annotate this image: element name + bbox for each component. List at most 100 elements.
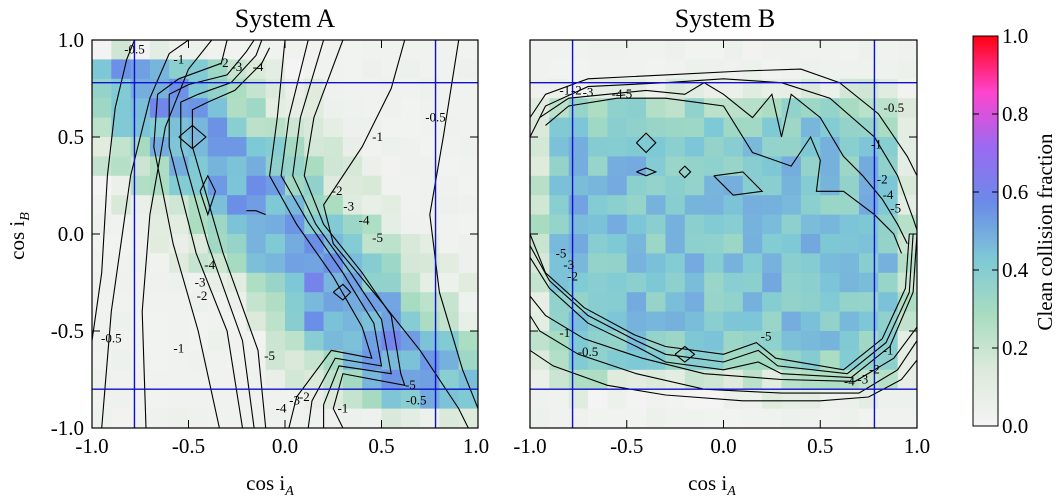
heatmap-cell — [762, 59, 783, 80]
heatmap-cell — [130, 350, 151, 371]
heatmap-cell — [626, 408, 647, 428]
heatmap-cell — [323, 195, 344, 216]
heatmap-cell — [588, 59, 608, 80]
heatmap-cell — [878, 369, 899, 390]
heatmap-cell — [439, 350, 460, 371]
heatmap-cell — [781, 78, 802, 99]
heatmap-cell — [820, 98, 841, 119]
contour-label: -4 — [253, 59, 264, 74]
y-tick-label: 0.0 — [58, 222, 84, 246]
heatmap-cell — [342, 311, 363, 332]
heatmap-cell — [227, 253, 247, 274]
heatmap-cell — [897, 137, 917, 157]
heatmap-cell — [704, 98, 725, 119]
heatmap-cell — [92, 98, 112, 119]
heatmap-cell — [878, 156, 899, 177]
heatmap-cell — [530, 292, 550, 313]
contour-line — [530, 295, 917, 382]
heatmap-cell — [742, 408, 763, 428]
heatmap-cell — [304, 78, 325, 99]
heatmap-cell — [549, 98, 570, 119]
heatmap-cell — [169, 292, 190, 313]
contour-label: -4 — [883, 187, 894, 202]
heatmap-cell — [723, 214, 744, 235]
heatmap-cell — [265, 331, 286, 351]
heatmap-cell — [439, 137, 460, 157]
colorbar-ticks: 0.0 0.2 0.4 0.6 0.8 1.0 — [973, 24, 1029, 438]
heatmap-cell — [362, 214, 383, 235]
heatmap-cell — [646, 253, 667, 274]
heatmap-cell — [207, 214, 228, 235]
heatmap-cell — [839, 137, 860, 157]
heatmap-cell — [704, 175, 725, 196]
heatmap-cell — [684, 272, 705, 293]
heatmap-cell — [549, 408, 570, 428]
heatmap-cell — [246, 311, 267, 332]
contour-label: -1 — [337, 401, 348, 416]
contour-label: -1 — [372, 129, 383, 144]
heatmap-cell — [858, 272, 879, 293]
heatmap-cell — [626, 156, 647, 177]
heatmap-cell — [381, 137, 402, 157]
heatmap-cell — [762, 40, 783, 60]
contour-label: -2 — [332, 183, 343, 198]
heatmap-cell — [665, 214, 686, 235]
heatmap-cell — [646, 408, 667, 428]
heatmap-cell — [420, 234, 440, 254]
heatmap-cell — [839, 408, 860, 428]
heatmap-cell — [762, 195, 783, 216]
contour-label: -1 — [173, 51, 184, 66]
heatmap-cell — [626, 40, 647, 60]
heatmap-cell — [762, 331, 783, 351]
contour-label: -5 — [372, 230, 383, 245]
contour-line — [530, 233, 910, 371]
heatmap-cell — [626, 175, 647, 196]
heatmap-cell — [878, 389, 899, 410]
heatmap-cell — [704, 253, 725, 274]
heatmap-cell — [130, 137, 151, 157]
heatmap-cell — [684, 292, 705, 313]
contour-label: -5 — [556, 245, 567, 260]
heatmap-cell — [568, 117, 589, 138]
heatmap-cell — [362, 272, 383, 293]
heatmap-cell — [285, 350, 305, 371]
x-tick-label: -1.0 — [75, 434, 108, 458]
heatmap-cell — [665, 175, 686, 196]
heatmap-cell — [646, 117, 667, 138]
heatmap-cell — [607, 369, 628, 390]
heatmap-cell — [839, 292, 860, 313]
heatmap-cell — [169, 156, 190, 177]
heatmap-cell — [304, 175, 325, 196]
heatmap-cell — [458, 311, 478, 332]
heatmap-cell — [626, 272, 647, 293]
heatmap-cell — [246, 408, 267, 428]
heatmap-cell — [549, 156, 570, 177]
heatmap-cell — [568, 175, 589, 196]
heatmap-cell — [781, 137, 802, 157]
heatmap-cell — [839, 195, 860, 216]
heatmap-cell — [188, 59, 209, 80]
heatmap-cell — [588, 292, 608, 313]
heatmap-cell — [458, 331, 478, 351]
heatmap-cell — [92, 40, 112, 60]
contour-line — [674, 345, 696, 363]
heatmap-cell — [381, 350, 402, 371]
heatmap-cell — [820, 253, 841, 274]
heatmap-cell — [381, 40, 402, 60]
heatmap-cell — [723, 234, 744, 254]
heatmap-cell — [111, 292, 132, 313]
heatmap-cell — [285, 253, 305, 274]
heatmap-cell — [684, 389, 705, 410]
heatmap-cell — [858, 292, 879, 313]
heatmap-cell — [742, 78, 763, 99]
heatmap-cell — [897, 195, 917, 216]
heatmap-cell — [285, 98, 305, 119]
heatmap-cell — [342, 369, 363, 390]
heatmap-cell — [207, 117, 228, 138]
heatmap-cell — [800, 214, 821, 235]
heatmap-cell — [304, 272, 325, 293]
heatmap-cell — [246, 195, 267, 216]
heatmap-cell — [665, 292, 686, 313]
heatmap-cell — [897, 369, 917, 390]
heatmap-cell — [626, 195, 647, 216]
